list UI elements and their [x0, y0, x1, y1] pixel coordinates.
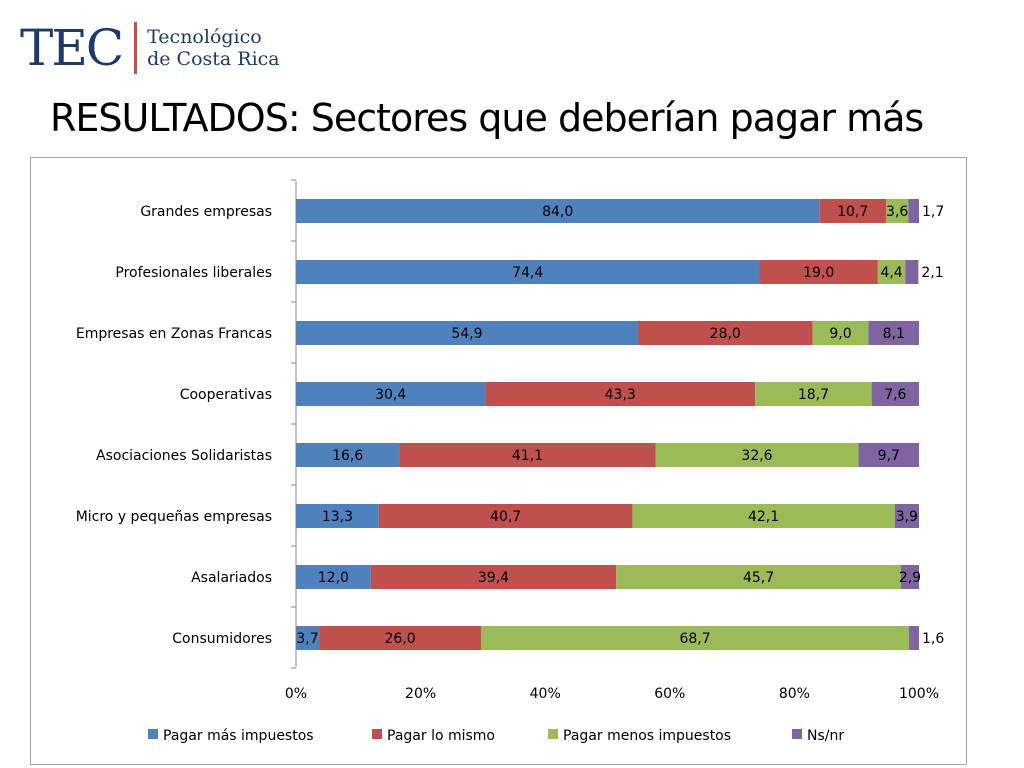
logo-text: Tecnológico de Costa Rica	[147, 26, 280, 70]
legend-label: Pagar menos impuestos	[563, 728, 731, 744]
data-label: 43,3	[605, 387, 636, 403]
data-label: 9,7	[878, 448, 900, 464]
data-label: 4,4	[880, 265, 902, 281]
data-label: 84,0	[542, 204, 573, 220]
data-label: 39,4	[478, 570, 509, 586]
data-label: 16,6	[332, 448, 363, 464]
bar-segment	[908, 199, 919, 223]
data-label: 40,7	[490, 509, 521, 525]
bar-segment	[819, 199, 886, 223]
x-tick-label: 100%	[899, 686, 939, 702]
category-label: Grandes empresas	[140, 204, 272, 220]
bar-segment	[877, 260, 906, 284]
data-label: 1,6	[922, 631, 944, 647]
data-label: 45,7	[743, 570, 774, 586]
legend-swatch	[548, 729, 558, 739]
data-label: 2,1	[921, 265, 943, 281]
data-label: 74,4	[512, 265, 543, 281]
data-label: 18,7	[798, 387, 829, 403]
category-label: Consumidores	[172, 631, 272, 647]
logo-mark: TEC	[20, 19, 124, 77]
data-label: 2,9	[899, 570, 921, 586]
bar-segment	[905, 260, 919, 284]
bar-segment	[759, 260, 878, 284]
data-label: 12,0	[318, 570, 349, 586]
data-label: 42,1	[748, 509, 779, 525]
tec-logo: TEC Tecnológico de Costa Rica	[20, 18, 280, 78]
bar-segment	[485, 382, 756, 406]
data-label: 8,1	[883, 326, 905, 342]
bar-segment	[296, 504, 379, 528]
logo-line2: de Costa Rica	[147, 48, 280, 70]
x-tick-label: 60%	[654, 686, 685, 702]
bar-segment	[296, 199, 820, 223]
bar-segment	[868, 321, 919, 345]
bar-segment	[812, 321, 869, 345]
bar-segment	[296, 260, 760, 284]
bar-segment	[655, 443, 859, 467]
bar-segment	[632, 504, 895, 528]
data-label: 26,0	[384, 631, 415, 647]
category-label: Asalariados	[191, 570, 272, 586]
data-label: 3,9	[896, 509, 918, 525]
bar-segment	[378, 504, 633, 528]
x-tick-label: 40%	[530, 686, 561, 702]
slide-title: RESULTADOS: Sectores que deberían pagar …	[50, 96, 924, 140]
data-label: 3,7	[296, 631, 318, 647]
legend-label: Pagar más impuestos	[163, 728, 314, 744]
bar-segment	[894, 504, 919, 528]
data-label: 32,6	[741, 448, 772, 464]
bar-segment	[900, 565, 919, 589]
data-label: 68,7	[679, 631, 710, 647]
data-label: 7,6	[884, 387, 906, 403]
category-label: Asociaciones Solidaristas	[96, 448, 272, 464]
data-label: 3,6	[886, 204, 908, 220]
x-tick-label: 20%	[405, 686, 436, 702]
bar-segment	[296, 382, 486, 406]
legend-label: Ns/nr	[807, 728, 844, 744]
x-tick-label: 80%	[779, 686, 810, 702]
bar-segment	[481, 626, 910, 650]
data-label: 1,7	[922, 204, 944, 220]
bar-segment	[296, 321, 639, 345]
legend-label: Pagar lo mismo	[387, 728, 495, 744]
bar-segment	[370, 565, 617, 589]
bar-segment	[296, 565, 371, 589]
data-label: 30,4	[375, 387, 406, 403]
legend-swatch	[792, 729, 802, 739]
bar-segment	[296, 443, 400, 467]
bar-segment	[296, 626, 320, 650]
bar-segment	[616, 565, 901, 589]
data-label: 13,3	[322, 509, 353, 525]
bar-segment	[909, 626, 919, 650]
x-tick-label: 0%	[285, 686, 307, 702]
data-label: 54,9	[451, 326, 482, 342]
category-label: Cooperativas	[180, 387, 272, 403]
data-label: 10,7	[837, 204, 868, 220]
legend-swatch	[372, 729, 382, 739]
data-label: 9,0	[829, 326, 851, 342]
logo-divider	[134, 22, 138, 74]
bar-segment	[319, 626, 482, 650]
bar-segment	[885, 199, 909, 223]
bar-segment	[871, 382, 919, 406]
legend-swatch	[148, 729, 158, 739]
bar-segment	[858, 443, 919, 467]
data-label: 19,0	[803, 265, 834, 281]
category-label: Empresas en Zonas Francas	[76, 326, 272, 342]
category-label: Micro y pequeñas empresas	[76, 509, 272, 525]
bar-segment	[399, 443, 656, 467]
category-label: Profesionales liberales	[115, 265, 272, 281]
bar-segment	[638, 321, 813, 345]
data-label: 41,1	[512, 448, 543, 464]
bar-segment	[755, 382, 872, 406]
data-label: 28,0	[710, 326, 741, 342]
logo-line1: Tecnológico	[147, 26, 262, 48]
